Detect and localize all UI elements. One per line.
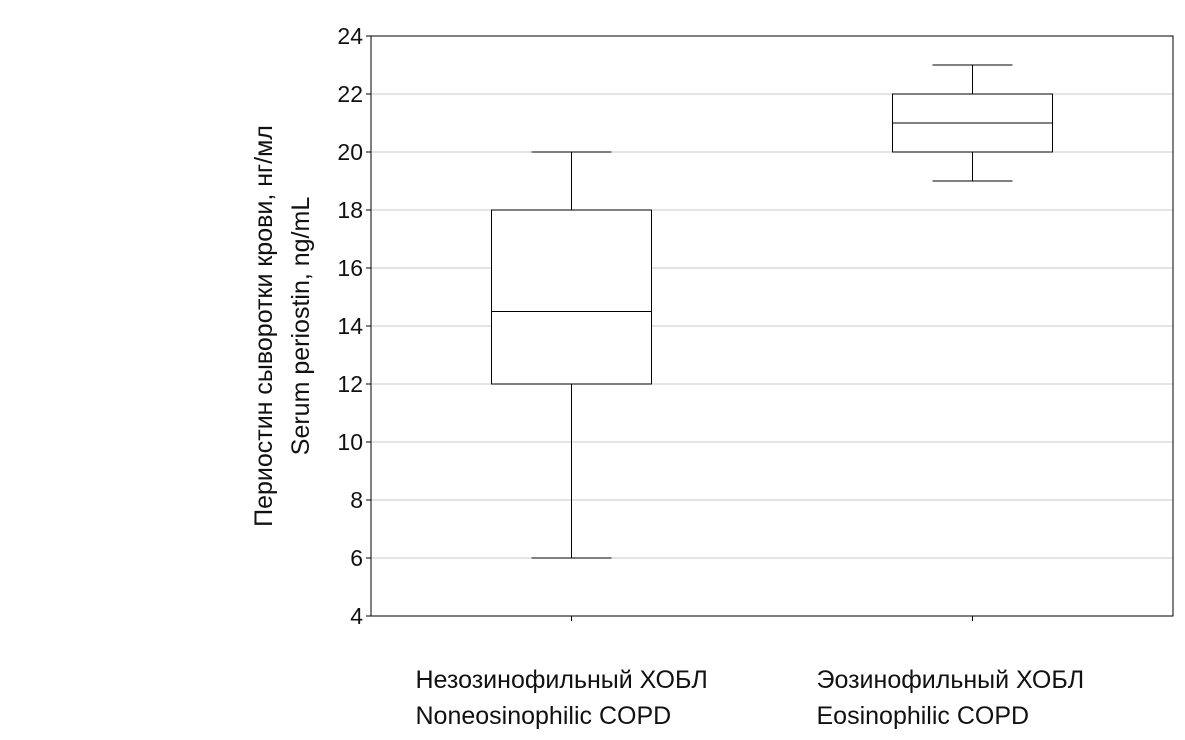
category-label-2-line-1: Эозинофильный ХОБЛ <box>817 666 1085 694</box>
category-label-2-line-2: Eosinophilic COPD <box>817 702 1030 730</box>
box-1 <box>491 151 652 559</box>
iqr-box <box>491 209 652 385</box>
y-tick-label: 24 <box>337 23 363 49</box>
y-axis-ticks: 4 6 8 10 12 14 16 18 20 22 24 <box>337 23 371 629</box>
y-tick-label: 20 <box>337 139 363 165</box>
category-labels: Незозинофильный ХОБЛ Noneosinophilic COPD… <box>416 666 1085 730</box>
category-label-1-line-1: Незозинофильный ХОБЛ <box>416 666 708 694</box>
x-axis-ticks <box>571 616 973 621</box>
y-axis-label-line-1: Периостин сыворотки крови, нг/мл <box>250 125 278 527</box>
y-tick-label: 16 <box>337 255 363 281</box>
y-tick-label: 12 <box>337 371 363 397</box>
y-tick-label: 18 <box>337 197 363 223</box>
y-tick-label: 22 <box>337 81 363 107</box>
y-tick-label: 10 <box>337 429 363 455</box>
y-tick-label: 8 <box>350 487 363 513</box>
category-label-1-line-2: Noneosinophilic COPD <box>416 702 672 730</box>
box-2 <box>892 64 1053 182</box>
y-tick-label: 4 <box>350 603 363 629</box>
y-tick-label: 6 <box>350 545 363 571</box>
box-series <box>491 64 1053 559</box>
y-axis-label-line-2: Serum periostin, ng/mL <box>287 197 315 456</box>
y-tick-label: 14 <box>337 313 363 339</box>
